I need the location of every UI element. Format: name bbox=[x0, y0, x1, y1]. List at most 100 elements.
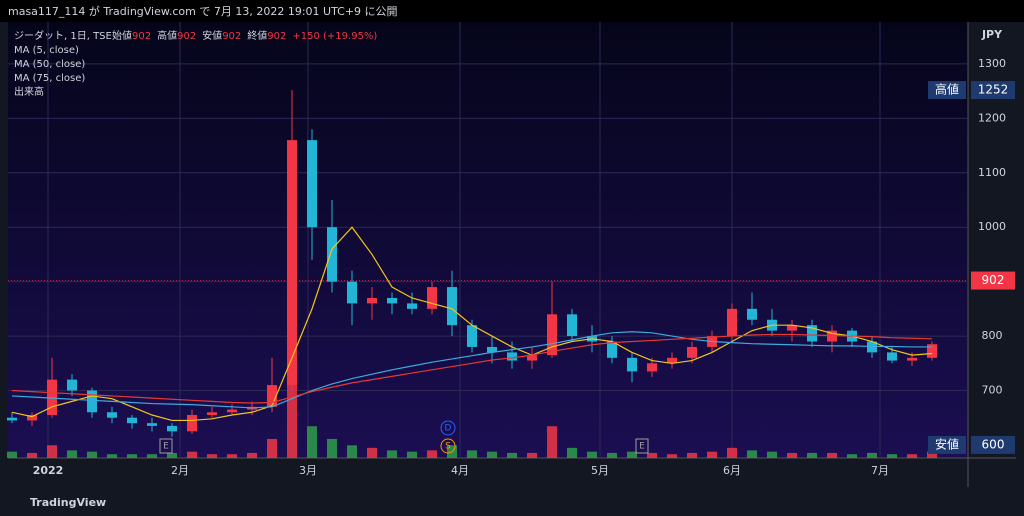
x-tick-label: 4月 bbox=[451, 464, 469, 477]
y-tick-label: 800 bbox=[982, 329, 1003, 342]
brand: TradingView bbox=[30, 496, 106, 509]
x-tick-label: 7月 bbox=[871, 464, 889, 477]
y-tick-label: 1200 bbox=[978, 111, 1006, 124]
y-tick-label: 1100 bbox=[978, 166, 1006, 179]
candle-body bbox=[667, 357, 677, 364]
price-tag-label-bg bbox=[928, 435, 966, 454]
volume-bar bbox=[487, 451, 497, 458]
y-tick-label: 700 bbox=[982, 384, 1003, 397]
candle-body bbox=[387, 297, 397, 304]
currency: JPY bbox=[981, 28, 1003, 41]
price-tag: 1252 bbox=[978, 83, 1009, 97]
event-label: S bbox=[445, 442, 451, 452]
event-label: E bbox=[639, 442, 645, 452]
top-bar bbox=[0, 0, 1024, 22]
candle-body bbox=[127, 417, 137, 424]
candle-body bbox=[547, 314, 557, 356]
candle-body bbox=[407, 303, 417, 309]
candle-body bbox=[207, 412, 217, 415]
legend-ohlc-value: 902 bbox=[177, 31, 196, 42]
candle-body bbox=[747, 308, 757, 320]
legend-ohlc-label: 安値 bbox=[202, 29, 222, 42]
volume-bar bbox=[527, 452, 537, 458]
candle-body bbox=[607, 341, 617, 358]
event-label: D bbox=[445, 424, 452, 434]
volume-bar bbox=[827, 452, 837, 458]
candle-body bbox=[447, 287, 457, 326]
price-tag-label: 安値 bbox=[935, 436, 959, 451]
candle-body bbox=[167, 425, 177, 432]
volume-bar bbox=[207, 454, 217, 458]
volume-bar bbox=[887, 454, 897, 458]
candle-body bbox=[427, 287, 437, 309]
candle-body bbox=[727, 308, 737, 337]
candle-body bbox=[187, 414, 197, 432]
publish-info: masa117_114 が TradingView.com で 7月 13, 2… bbox=[8, 4, 398, 18]
legend-entry: MA (75, close) bbox=[14, 73, 85, 84]
legend-entry: MA (50, close) bbox=[14, 59, 85, 70]
candle-body bbox=[227, 409, 237, 413]
legend-ohlc-label: 高値 bbox=[157, 29, 177, 42]
volume-bar bbox=[867, 452, 877, 458]
volume-bar bbox=[647, 452, 657, 458]
ma-line bbox=[11, 331, 932, 409]
candle-body bbox=[807, 325, 817, 342]
volume-bar bbox=[687, 452, 697, 458]
ma-line bbox=[11, 226, 933, 422]
volume-bar bbox=[107, 454, 117, 458]
volume-bar bbox=[67, 450, 77, 458]
volume-bar bbox=[427, 450, 437, 458]
volume-bar bbox=[567, 447, 577, 458]
candle-body bbox=[7, 417, 17, 421]
volume-bar bbox=[127, 454, 137, 458]
volume-bar bbox=[627, 451, 637, 458]
candle-body bbox=[267, 385, 277, 407]
volume-bar bbox=[607, 452, 617, 458]
volume-bar bbox=[387, 450, 397, 458]
ma-line bbox=[11, 333, 933, 404]
volume-bar bbox=[587, 451, 597, 458]
price-tag-label: 高値 bbox=[935, 82, 959, 97]
x-tick-label: 2022 bbox=[33, 464, 64, 477]
volume-bar bbox=[767, 451, 777, 458]
volume-bar bbox=[547, 426, 557, 458]
price-axis bbox=[968, 22, 1016, 487]
volume-bar bbox=[27, 452, 37, 458]
volume-bar bbox=[747, 450, 757, 458]
plot-area bbox=[8, 22, 968, 458]
event-label: E bbox=[163, 442, 169, 452]
event-marker bbox=[159, 438, 173, 454]
price-tag: 600 bbox=[982, 437, 1005, 451]
legend-ohlc-value: 902 bbox=[267, 31, 286, 42]
candle-body bbox=[27, 414, 37, 421]
volume-bar bbox=[367, 447, 377, 458]
candle-body bbox=[567, 314, 577, 337]
volume-bar bbox=[247, 452, 257, 458]
price-tag-bg bbox=[971, 271, 1015, 290]
event-marker bbox=[440, 438, 456, 454]
x-tick-label: 3月 bbox=[299, 464, 317, 477]
candle-body bbox=[87, 390, 97, 413]
volume-bar bbox=[407, 451, 417, 458]
legend-symbol: ジーダット, 1日, TSE bbox=[14, 29, 112, 42]
volume-bar bbox=[927, 451, 937, 458]
legend-ohlc-label: 始値 bbox=[112, 29, 132, 42]
volume-bar bbox=[167, 452, 177, 458]
volume-bar bbox=[807, 452, 817, 458]
volume-bar bbox=[227, 454, 237, 458]
candle-body bbox=[467, 325, 477, 347]
event-marker bbox=[635, 438, 649, 454]
volume-bar bbox=[47, 445, 57, 458]
candle-body bbox=[907, 357, 917, 361]
candle-body bbox=[927, 344, 937, 358]
candle-body bbox=[347, 281, 357, 304]
volume-bar bbox=[267, 438, 277, 458]
candle-body bbox=[327, 227, 337, 282]
legend-ohlc-value: 902 bbox=[222, 31, 241, 42]
y-tick-label: 1000 bbox=[978, 220, 1006, 233]
volume-bar bbox=[727, 447, 737, 458]
volume-bar bbox=[7, 451, 17, 458]
price-tag-label-bg bbox=[928, 81, 966, 100]
legend-volume: 出来高 bbox=[14, 85, 44, 98]
